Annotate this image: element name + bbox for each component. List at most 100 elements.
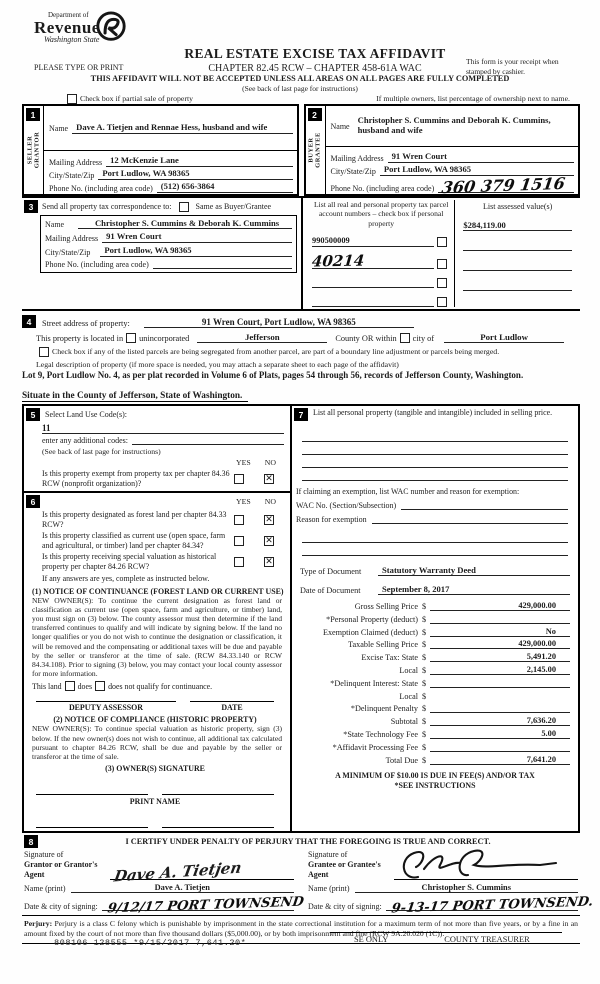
reason-line-2[interactable] bbox=[302, 530, 568, 544]
grantee-name-print-value[interactable]: Christopher S. Cummins bbox=[354, 883, 578, 894]
personal-property-line-2[interactable] bbox=[302, 442, 568, 456]
parcel-personal-checkbox-1[interactable] bbox=[437, 237, 448, 248]
additional-codes-line[interactable] bbox=[131, 444, 284, 446]
city-value[interactable]: Port Ludlow bbox=[444, 332, 565, 344]
owner-signature-line-2[interactable] bbox=[162, 785, 274, 796]
tax-row-exemption: Exemption Claimed (deduct) $ No bbox=[300, 624, 570, 637]
wac-label: WAC No. (Section/Subsection) bbox=[296, 501, 397, 511]
s3-csz-value[interactable]: Port Ludlow, WA 98365 bbox=[100, 245, 292, 258]
historic-yes-checkbox[interactable] bbox=[234, 556, 244, 567]
section-5-number: 5 bbox=[26, 408, 40, 422]
street-address-value[interactable]: 91 Wren Court, Port Ludlow, WA 98365 bbox=[143, 317, 414, 329]
deputy-assessor-line[interactable]: DEPUTY ASSESSOR bbox=[36, 701, 176, 712]
type-of-document-value[interactable]: Statutory Warranty Deed bbox=[378, 565, 570, 577]
does-qualify-checkbox[interactable] bbox=[64, 681, 75, 692]
assessed-values-box: List assessed value(s) $284,119.00 bbox=[455, 200, 580, 307]
reason-line[interactable] bbox=[371, 514, 568, 525]
receipt-note: This form is your receipt when stamped b… bbox=[466, 57, 559, 76]
reason-label: Reason for exemption bbox=[296, 515, 367, 525]
does-not-qualify-checkbox[interactable] bbox=[95, 681, 106, 692]
assessed-label: List assessed value(s) bbox=[482, 202, 553, 211]
personal-property-line-3[interactable] bbox=[302, 455, 568, 469]
section-8-number: 8 bbox=[24, 835, 38, 849]
grantee-date-city-line[interactable]: 9-13-17 PORT TOWNSEND. bbox=[385, 894, 594, 916]
parcel-number-1[interactable]: 990500009 bbox=[312, 236, 435, 248]
buyer-mailing-value[interactable]: 91 Wren Court bbox=[387, 151, 574, 164]
seller-mailing-label: Mailing Address bbox=[49, 158, 103, 168]
buyer-phone-value[interactable]: 360 379 1516 bbox=[438, 174, 574, 197]
county-value[interactable]: Jefferson bbox=[197, 332, 328, 344]
notice-compliance-title: (2) NOTICE OF COMPLIANCE (HISTORIC PROPE… bbox=[53, 715, 257, 725]
grantee-date-city-handwriting: 9-13-17 PORT TOWNSEND. bbox=[390, 894, 594, 917]
unincorporated-checkbox[interactable] bbox=[126, 333, 137, 344]
parcel-personal-checkbox-4[interactable] bbox=[437, 297, 448, 308]
segregated-label: Check box if any of the listed parcels a… bbox=[52, 347, 500, 357]
tax-row-delinquent-interest-local: Local $ bbox=[399, 691, 427, 701]
perjury-lead: Perjury: bbox=[24, 919, 53, 929]
exempt-yes-checkbox[interactable] bbox=[234, 473, 244, 484]
personal-property-line-4[interactable] bbox=[302, 468, 568, 482]
parcel-personal-checkbox-3[interactable] bbox=[437, 278, 448, 289]
buyer-csz-value[interactable]: Port Ludlow, WA 98365 bbox=[379, 164, 574, 177]
use-only-label: SE ONLY bbox=[354, 935, 389, 944]
tax-row-personal-property: *Personal Property (deduct) $ bbox=[300, 611, 570, 624]
forest-no-checkbox[interactable]: ✕ bbox=[264, 514, 274, 525]
grantor-signature-line[interactable]: Dave A. Tietjen bbox=[110, 853, 294, 886]
grantee-sig-of-label: Signature of bbox=[308, 850, 348, 860]
owner-signature-line-1[interactable] bbox=[36, 785, 148, 796]
tax-row-taxable: Taxable Selling Price $ 429,000.00 bbox=[300, 637, 570, 650]
date-of-document-label: Date of Document bbox=[300, 586, 361, 596]
parcel-number-2[interactable]: 40214 bbox=[311, 252, 435, 271]
additional-codes-label: enter any additional codes: bbox=[42, 436, 128, 446]
current-yes-checkbox[interactable] bbox=[234, 535, 244, 546]
grantor-name-print-value[interactable]: Dave A. Tietjen bbox=[70, 883, 294, 894]
print-name-line-1[interactable] bbox=[36, 818, 148, 829]
treasurer-line: SE ONLY COUNTY TREASURER bbox=[330, 932, 562, 944]
s3-mailing-value[interactable]: 91 Wren Court bbox=[102, 231, 292, 244]
assessed-value-1[interactable]: $284,119.00 bbox=[463, 220, 572, 231]
partial-sale-checkbox[interactable] bbox=[67, 94, 77, 104]
grantor-date-city-line[interactable]: 9/12/17 PORT TOWNSEND bbox=[101, 894, 305, 916]
tax-row-total-due: Total Due $ 7,641.20 bbox=[300, 752, 570, 765]
assessed-value-3[interactable] bbox=[463, 260, 572, 271]
s5-yes-header: YES bbox=[236, 458, 251, 468]
legal-description-value[interactable]: Lot 9, Port Ludlow No. 4, as per plat re… bbox=[22, 370, 524, 381]
multiple-owners-note: If multiple owners, list percentage of o… bbox=[376, 94, 570, 103]
parcel-number-3[interactable] bbox=[312, 277, 435, 289]
same-as-buyer-checkbox[interactable] bbox=[178, 201, 189, 212]
reason-line-3[interactable] bbox=[302, 543, 568, 557]
city-checkbox[interactable] bbox=[399, 333, 410, 344]
current-no-checkbox[interactable]: ✕ bbox=[264, 535, 274, 546]
s3-phone-value[interactable] bbox=[152, 268, 292, 270]
date-of-document-value[interactable]: September 8, 2017 bbox=[378, 584, 570, 596]
parcel-number-4[interactable] bbox=[312, 296, 435, 308]
exempt-no-checkbox[interactable]: ✕ bbox=[264, 473, 274, 484]
wac-line[interactable] bbox=[401, 500, 568, 511]
section-2-number: 2 bbox=[307, 108, 322, 121]
s3-name-value[interactable]: Christopher S. Cummins & Deborah K. Cumm… bbox=[78, 218, 292, 230]
tax-row-delinquent-interest-state: *Delinquent Interest: State $ bbox=[300, 675, 570, 688]
print-name-line-2[interactable] bbox=[162, 818, 274, 829]
grantee-signature-line[interactable] bbox=[394, 849, 578, 881]
tax-correspondence-box: 3 Send all property tax correspondence t… bbox=[22, 198, 303, 310]
does-not-label: does not qualify for continuance. bbox=[108, 681, 213, 691]
land-use-code-value[interactable]: 11 bbox=[42, 423, 284, 435]
assessed-value-2[interactable] bbox=[463, 240, 572, 251]
historic-no-checkbox[interactable]: ✕ bbox=[264, 556, 274, 567]
section-1-number: 1 bbox=[26, 108, 40, 121]
forest-yes-checkbox[interactable] bbox=[234, 514, 244, 525]
assessed-value-4[interactable] bbox=[463, 280, 572, 291]
personal-property-line-1[interactable] bbox=[302, 429, 568, 443]
logo-dept-text: Department of bbox=[48, 11, 89, 19]
seller-name-value[interactable]: Dave A. Tietjen and Rennae Hess, husband… bbox=[72, 122, 293, 134]
seller-csz-value[interactable]: Port Ludlow, WA 98365 bbox=[98, 168, 293, 181]
seller-phone-value[interactable]: (512) 656-3864 bbox=[156, 181, 293, 193]
section-7-number: 7 bbox=[294, 408, 308, 422]
seller-mailing-value[interactable]: 12 McKenzie Lane bbox=[106, 155, 293, 168]
parcel-personal-checkbox-2[interactable] bbox=[437, 259, 448, 270]
deputy-date-line[interactable]: DATE bbox=[190, 701, 274, 712]
parcel-numbers-box: List all real and personal property tax … bbox=[308, 200, 456, 308]
buyer-name-value[interactable]: Christopher S. Cummins and Deborah K. Cu… bbox=[357, 115, 551, 136]
segregated-checkbox[interactable] bbox=[39, 347, 49, 358]
